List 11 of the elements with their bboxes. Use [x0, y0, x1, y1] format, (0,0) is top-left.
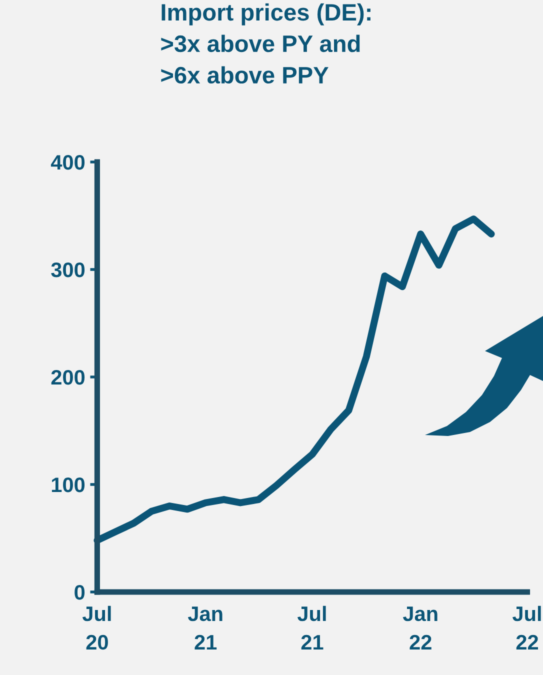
x-tick-label: Jul 22 [512, 606, 541, 650]
x-tick-label: Jan 21 [188, 606, 222, 650]
y-tick-label: 100 [52, 477, 85, 492]
x-tick-label: Jul 20 [82, 606, 111, 650]
y-tick-label: 300 [51, 262, 85, 278]
y-tick-label: 0 [74, 584, 85, 600]
x-tick-label: Jan 22 [402, 606, 438, 650]
chart-title: Import prices (DE): >3x above PY and >6x above PPY [161, 3, 370, 84]
y-tick-label: 400 [50, 155, 85, 170]
x-tick-label: Jul 21 [297, 606, 326, 650]
y-tick-label: 200 [51, 370, 85, 385]
